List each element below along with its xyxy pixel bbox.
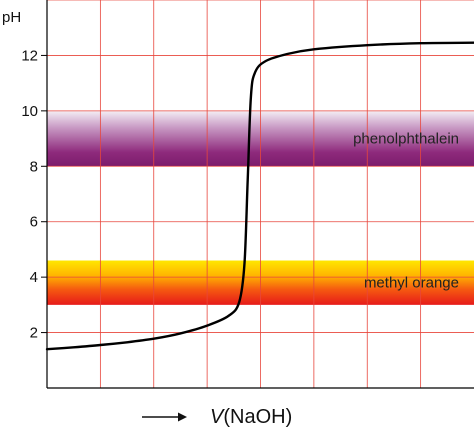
x-axis-unit: (NaOH) — [223, 405, 293, 428]
y-axis-title: pH — [2, 9, 21, 26]
y-tick-label: 10 — [21, 103, 38, 120]
titration-chart: 2 4 6 8 10 12 pH phenolphthalein methyl orang… — [2, 0, 474, 389]
y-tick-label: 6 — [30, 214, 38, 231]
y-tick-label: 12 — [21, 47, 38, 64]
y-tick-label: 2 — [30, 325, 38, 342]
phenolphthalein-label: phenolphthalein — [353, 131, 459, 148]
y-ticks: 2 4 6 8 10 12 — [21, 47, 47, 342]
y-tick-label: 8 — [30, 158, 38, 175]
y-tick-label: 4 — [30, 269, 38, 286]
methyl-orange-label: methyl orange — [364, 275, 459, 292]
x-axis-title: V(NaOH) — [140, 402, 292, 432]
x-axis-variable: V — [210, 405, 224, 428]
titration-curve — [45, 41, 474, 351]
arrow-right-icon — [140, 409, 188, 425]
grid — [47, 0, 474, 388]
